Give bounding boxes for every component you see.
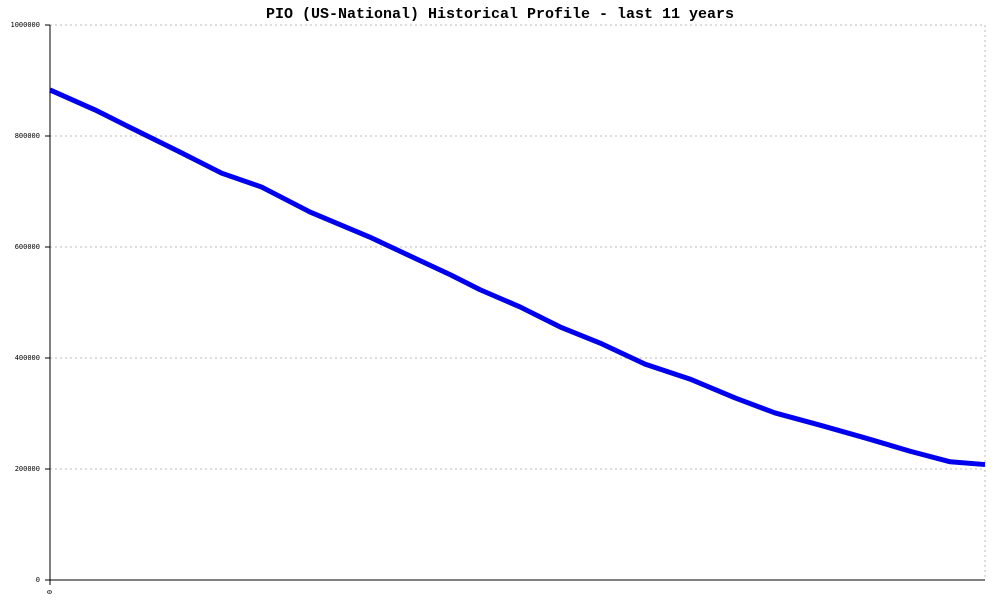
y-tick-label: 0 <box>36 576 40 584</box>
y-tick-label: 400000 <box>15 354 40 362</box>
y-tick-label: 1000000 <box>10 21 40 29</box>
chart-title: PIO (US-National) Historical Profile - l… <box>266 6 734 23</box>
y-tick-label: 600000 <box>15 243 40 251</box>
data-line <box>48 87 986 468</box>
x-tick-label: 0 <box>46 590 54 594</box>
y-tick-label: 200000 <box>15 465 40 473</box>
y-tick-label: 800000 <box>15 132 40 140</box>
